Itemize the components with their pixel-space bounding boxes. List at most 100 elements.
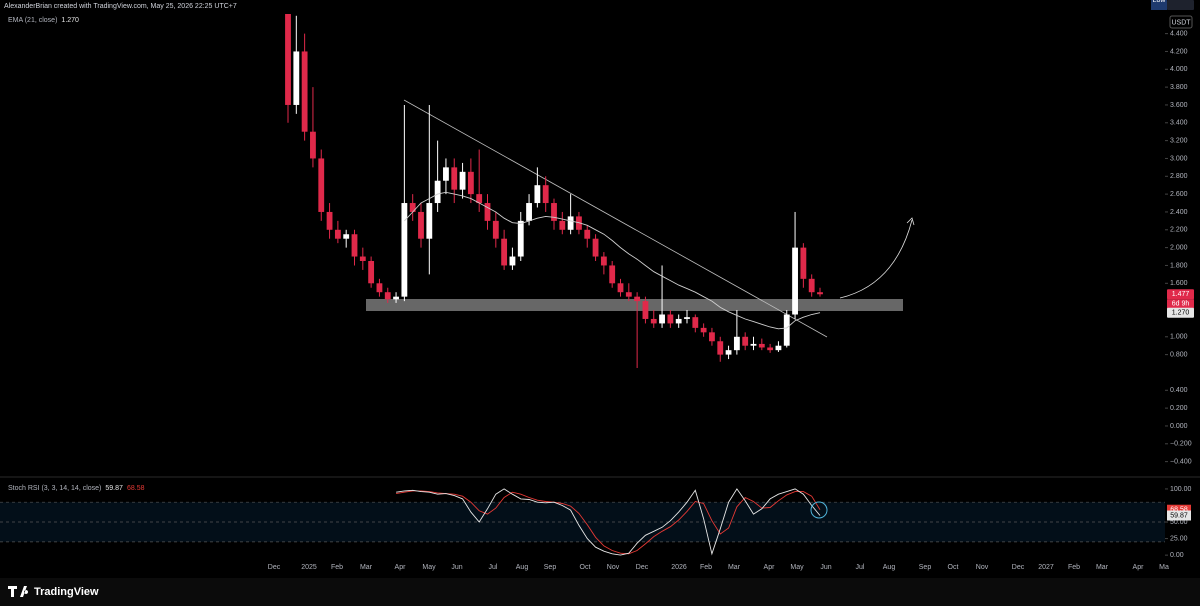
candle-body	[526, 203, 532, 221]
currency-button[interactable]	[1169, 15, 1193, 29]
x-tick-label: Oct	[948, 564, 959, 571]
y-tick-label: 0.800	[1170, 351, 1188, 358]
candle-body	[393, 296, 399, 300]
candle-body	[318, 158, 325, 212]
y-tick-label: 3.800	[1170, 84, 1188, 91]
last-price-box	[1167, 289, 1194, 300]
x-tick-label: 2026	[671, 564, 687, 571]
candle-body	[434, 180, 441, 204]
ema-legend-value: 1.270	[61, 17, 79, 24]
x-tick-label: Oct	[580, 564, 591, 571]
candle-body	[343, 234, 350, 239]
y-tick-label: 2.200	[1170, 227, 1188, 234]
candle-body	[783, 314, 790, 346]
candle-body	[625, 292, 632, 297]
stoch-tick-label: 100.00	[1170, 486, 1192, 493]
ema-line	[404, 191, 821, 330]
x-tick-label: Dec	[268, 564, 281, 571]
x-tick-label: Aug	[516, 564, 529, 571]
x-tick-label: Dec	[1012, 564, 1025, 571]
candle-body	[758, 343, 765, 348]
candle-body	[559, 220, 566, 230]
x-tick-label: Mar	[360, 564, 373, 571]
candle-body	[650, 318, 657, 324]
x-tick-label: Jun	[451, 564, 462, 571]
stoch-d-line	[396, 490, 821, 555]
x-tick-label: May	[422, 564, 436, 571]
y-tick-label: 2.800	[1170, 173, 1188, 180]
candle-body	[534, 185, 541, 204]
x-tick-label: Sep	[544, 564, 557, 571]
stoch-k-marker-box	[1167, 510, 1191, 521]
candle-body	[351, 234, 358, 257]
y-tick-label: 3.000	[1170, 155, 1188, 162]
candle-body	[293, 51, 300, 105]
candle-body	[418, 211, 424, 239]
candle-body	[459, 171, 466, 190]
x-tick-label: Dec	[636, 564, 649, 571]
candle-body	[376, 283, 383, 293]
y-tick-label: 2.000	[1170, 244, 1188, 251]
projection-arrow	[839, 219, 913, 299]
candle-body	[808, 278, 815, 293]
x-tick-label: Apr	[395, 564, 407, 571]
candle-body	[709, 332, 715, 342]
countdown-box	[1167, 299, 1194, 309]
brand-logo	[8, 586, 29, 597]
x-tick-label: 2027	[1038, 564, 1054, 571]
x-tick-label: Mar	[1096, 564, 1109, 571]
x-tick-label: Nov	[976, 564, 989, 571]
y-tick-label: 2.600	[1170, 191, 1188, 198]
stoch-tick-label: 0.00	[1170, 552, 1184, 559]
candle-body	[667, 314, 674, 324]
candle-body	[451, 167, 458, 190]
low-tag: Low	[1153, 0, 1167, 4]
y-tick-label: 0.000	[1170, 423, 1188, 430]
candle-body	[509, 256, 516, 266]
x-tick-label: Feb	[1068, 564, 1080, 571]
candle-body	[326, 211, 333, 230]
x-tick-label: Nov	[607, 564, 620, 571]
y-tick-label: 3.400	[1170, 120, 1188, 127]
candle-body	[742, 336, 749, 346]
x-tick-label: Feb	[331, 564, 343, 571]
y-tick-label: 1.000	[1170, 334, 1188, 341]
support-zone	[366, 299, 903, 311]
candle-body	[692, 317, 699, 328]
y-tick-label: 3.200	[1170, 137, 1188, 144]
candle-body	[733, 336, 740, 351]
stoch-d-value: 68.58	[127, 485, 145, 492]
stoch-legend: Stoch RSI (3, 3, 14, 14, close)	[8, 485, 101, 492]
candle-body	[467, 171, 474, 195]
candle-body	[767, 347, 774, 351]
candle-body	[310, 131, 316, 159]
ema-legend: EMA (21, close)	[8, 17, 57, 24]
candle-body	[634, 296, 641, 302]
x-tick-label: 2025	[301, 564, 317, 571]
stoch-d-marker: 68.58	[1170, 507, 1188, 514]
candle-body	[401, 203, 408, 297]
candle-body	[725, 350, 732, 355]
candle-body	[409, 203, 416, 212]
y-tick-label: 4.400	[1170, 30, 1188, 37]
candle-body	[476, 194, 483, 204]
candle-body	[775, 345, 782, 351]
y-tick-label: −0.400	[1170, 458, 1192, 465]
stoch-k-line	[396, 488, 821, 556]
candle-body	[750, 343, 757, 346]
stoch-tick-label: 25.00	[1170, 535, 1188, 542]
candle-body	[717, 341, 724, 355]
candle-body	[817, 292, 823, 295]
y-tick-label: 2.400	[1170, 209, 1188, 216]
currency[interactable]: USDT	[1171, 19, 1191, 26]
candle-body	[700, 327, 707, 333]
candle-body	[542, 185, 549, 204]
x-tick-label: Apr	[764, 564, 776, 571]
candle-body	[501, 238, 508, 266]
x-tick-label: Feb	[700, 564, 712, 571]
highlight-circle	[810, 501, 828, 519]
brand: TradingView	[34, 586, 99, 598]
candle-body	[642, 301, 649, 319]
candle-body	[384, 292, 391, 300]
